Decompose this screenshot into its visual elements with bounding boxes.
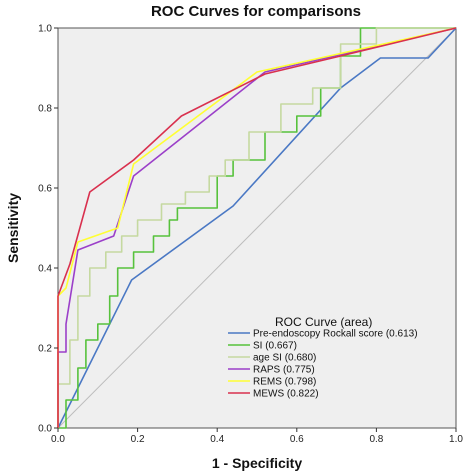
x-tick-label: 1.0 [449, 434, 463, 445]
y-tick-label: 0.4 [38, 264, 52, 275]
legend-label-1: SI (0.667) [253, 341, 297, 352]
y-tick-label: 0.0 [38, 424, 52, 435]
x-tick-label: 0.0 [51, 434, 65, 445]
legend-label-0: Pre-endoscopy Rockall score (0.613) [253, 329, 418, 340]
chart-title: ROC Curves for comparisons [151, 3, 361, 20]
y-tick-label: 0.6 [38, 184, 52, 195]
legend-label-2: age SI (0.680) [253, 353, 316, 364]
y-tick-label: 1.0 [38, 24, 52, 35]
legend-label-4: REMS (0.798) [253, 377, 316, 388]
x-tick-label: 0.4 [210, 434, 224, 445]
legend-label-3: RAPS (0.775) [253, 365, 315, 376]
y-tick-label: 0.8 [38, 104, 52, 115]
series-line-3 [57, 27, 457, 428]
x-tick-label: 0.8 [369, 434, 383, 445]
series-line-5 [57, 27, 457, 428]
reference-line-layer [57, 27, 457, 429]
reference-diagonal-line [57, 27, 457, 429]
y-axis-title: Sensitivity [5, 193, 21, 263]
legend: ROC Curve (area) Pre-endoscopy Rockall s… [222, 315, 452, 416]
legend-title: ROC Curve (area) [275, 315, 372, 329]
legend-box [222, 318, 452, 416]
legend-items: Pre-endoscopy Rockall score (0.613)SI (0… [228, 329, 418, 400]
x-tick-label: 0.2 [131, 434, 145, 445]
series-line-2 [57, 27, 456, 428]
x-tick-label: 0.6 [290, 434, 304, 445]
legend-label-5: MEWS (0.822) [253, 389, 319, 400]
y-tick-label: 0.2 [38, 344, 52, 355]
x-axis-title: 1 - Specificity [212, 455, 302, 471]
tick-layer: 0.0 0.2 0.4 0.6 0.8 1.0 0.0 0.2 0.4 0.6 0.8 1.0 [38, 24, 463, 446]
series-layer [57, 27, 457, 429]
